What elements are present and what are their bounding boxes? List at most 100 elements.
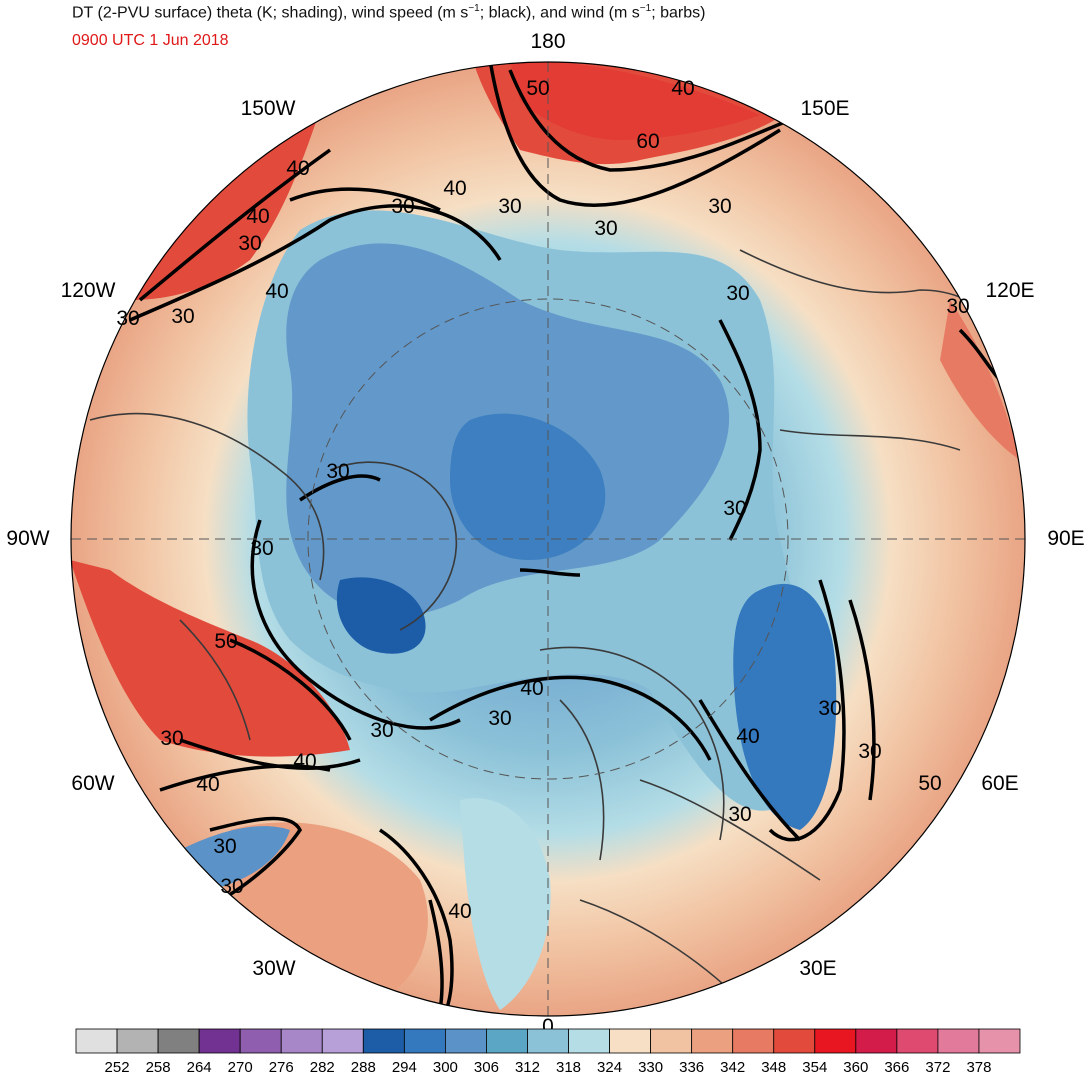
colorbar-tick-label: 294 xyxy=(392,1059,417,1076)
title-part-2: ; black), and wind (m s xyxy=(479,4,640,22)
lon-label-150w: 150W xyxy=(241,97,296,120)
colorbar-swatch xyxy=(773,1028,816,1054)
figure-title: DT (2-PVU surface) theta (K; shading), w… xyxy=(72,3,705,22)
colorbar-swatch xyxy=(855,1028,898,1054)
colorbar-boxes xyxy=(75,1028,1021,1054)
contour-label: 30 xyxy=(160,727,183,750)
colorbar-tick-label: 282 xyxy=(310,1059,335,1076)
colorbar-swatch xyxy=(403,1028,446,1054)
contour-label: 30 xyxy=(858,740,881,763)
contour-label: 40 xyxy=(286,157,309,180)
colorbar-swatch xyxy=(239,1028,282,1054)
colorbar-swatch xyxy=(486,1028,528,1054)
colorbar-tick-label: 354 xyxy=(802,1059,827,1076)
contour-label: 30 xyxy=(326,460,349,483)
longitude-labels: 180 150E 120E 90E 60E 30E 0 30W 60W 90W 120W 150W xyxy=(6,30,1084,1038)
europe-cool-tongue xyxy=(460,798,551,1010)
contour-label: 40 xyxy=(265,280,288,303)
colorbar-swatch xyxy=(568,1028,610,1054)
contour-label: 40 xyxy=(293,750,316,773)
colorbar-swatch xyxy=(691,1028,734,1054)
colorbar-swatch xyxy=(75,1028,118,1054)
contour-label: 30 xyxy=(498,195,521,218)
colorbar-swatch xyxy=(896,1028,939,1054)
colorbar-swatch xyxy=(937,1028,980,1054)
lon-label-30e: 30E xyxy=(799,957,836,980)
colorbar-tick-label: 300 xyxy=(433,1059,458,1076)
colorbar: 252 258 264 270 276 282 288 294 300 306 312 318 324 3… xyxy=(75,1028,1021,1076)
colorbar-swatch xyxy=(362,1028,405,1054)
colorbar-swatch xyxy=(978,1028,1021,1054)
colorbar-tick-label: 288 xyxy=(351,1059,376,1076)
colorbar-swatch xyxy=(198,1028,241,1054)
colorbar-tick-label: 342 xyxy=(720,1059,745,1076)
colorbar-tick-label: 318 xyxy=(556,1059,581,1076)
contour-label: 30 xyxy=(250,537,273,560)
lon-label-0: 0 xyxy=(542,1015,554,1038)
colorbar-tick-labels: 252 258 264 270 276 282 288 294 300 306 312 318 324 3… xyxy=(105,1059,992,1076)
colorbar-swatch xyxy=(444,1028,487,1054)
colorbar-tick-label: 360 xyxy=(843,1059,868,1076)
colorbar-tick-label: 270 xyxy=(228,1059,253,1076)
colorbar-tick-label: 306 xyxy=(474,1059,499,1076)
north-america-warm xyxy=(71,560,350,757)
colorbar-swatch xyxy=(814,1028,857,1054)
lon-label-90e: 90E xyxy=(1047,527,1084,550)
contour-label: 30 xyxy=(213,835,236,858)
contour-label: 30 xyxy=(723,497,746,520)
map-boundary xyxy=(70,61,1026,1017)
contour-label: 30 xyxy=(594,217,617,240)
lon-label-120e: 120E xyxy=(985,279,1034,302)
colorbar-swatch xyxy=(732,1028,775,1054)
graticule xyxy=(71,62,1025,1016)
colorbar-swatch xyxy=(157,1028,200,1054)
contour-label: 30 xyxy=(220,875,243,898)
contour-label: 30 xyxy=(391,195,414,218)
valid-time: 0900 UTC 1 Jun 2018 xyxy=(72,32,229,49)
contour-label: 30 xyxy=(728,803,751,826)
lon-label-60e: 60E xyxy=(981,772,1018,795)
lon-label-30w: 30W xyxy=(252,957,295,980)
colorbar-swatch xyxy=(609,1028,652,1054)
cold-core-center xyxy=(450,413,606,560)
colorbar-tick-label: 324 xyxy=(597,1059,622,1076)
colorbar-tick-label: 336 xyxy=(679,1059,704,1076)
contour-label: 30 xyxy=(171,305,194,328)
contour-label: 30 xyxy=(488,707,511,730)
colorbar-swatch xyxy=(321,1028,364,1054)
contour-label: 60 xyxy=(636,130,659,153)
colorbar-swatch xyxy=(116,1028,159,1054)
colorbar-swatch xyxy=(280,1028,323,1054)
colorbar-tick-label: 366 xyxy=(884,1059,909,1076)
colorbar-tick-label: 258 xyxy=(146,1059,171,1076)
contour-label: 50 xyxy=(526,77,549,100)
lon-label-180: 180 xyxy=(530,30,565,53)
contour-label: 40 xyxy=(196,773,219,796)
colorbar-tick-label: 312 xyxy=(515,1059,540,1076)
lon-label-90w: 90W xyxy=(6,527,49,550)
wind-speed-contours xyxy=(129,62,1002,1016)
contour-label: 40 xyxy=(448,900,471,923)
contour-label: 30 xyxy=(946,295,969,318)
title-part-1: DT (2-PVU surface) theta (K; shading), w… xyxy=(72,4,469,22)
baffin-cold-pocket xyxy=(336,577,426,654)
colorbar-tick-label: 378 xyxy=(966,1059,991,1076)
siberian-trough xyxy=(733,583,837,830)
atlantic-warm xyxy=(228,822,428,1000)
colorbar-tick-label: 252 xyxy=(105,1059,130,1076)
lon-label-150e: 150E xyxy=(800,97,849,120)
unit-exponent-1: −1 xyxy=(468,3,480,14)
colorbar-tick-label: 372 xyxy=(925,1059,950,1076)
colorbar-tick-label: 330 xyxy=(638,1059,663,1076)
gulf-alaska-warm xyxy=(130,110,320,300)
contour-value-labels: 50 40 60 40 30 40 30 30 40 30 30 30 30 40 30 30 30 30 30 40… xyxy=(116,77,969,923)
contour-label: 40 xyxy=(736,725,759,748)
east-asia-warm xyxy=(940,300,1020,460)
contour-label: 30 xyxy=(818,697,841,720)
contour-label: 50 xyxy=(214,630,237,653)
contour-label: 30 xyxy=(370,719,393,742)
contour-label: 30 xyxy=(238,232,261,255)
colorbar-swatch xyxy=(650,1028,693,1054)
contour-label: 30 xyxy=(726,282,749,305)
colorbar-swatch xyxy=(527,1028,569,1054)
